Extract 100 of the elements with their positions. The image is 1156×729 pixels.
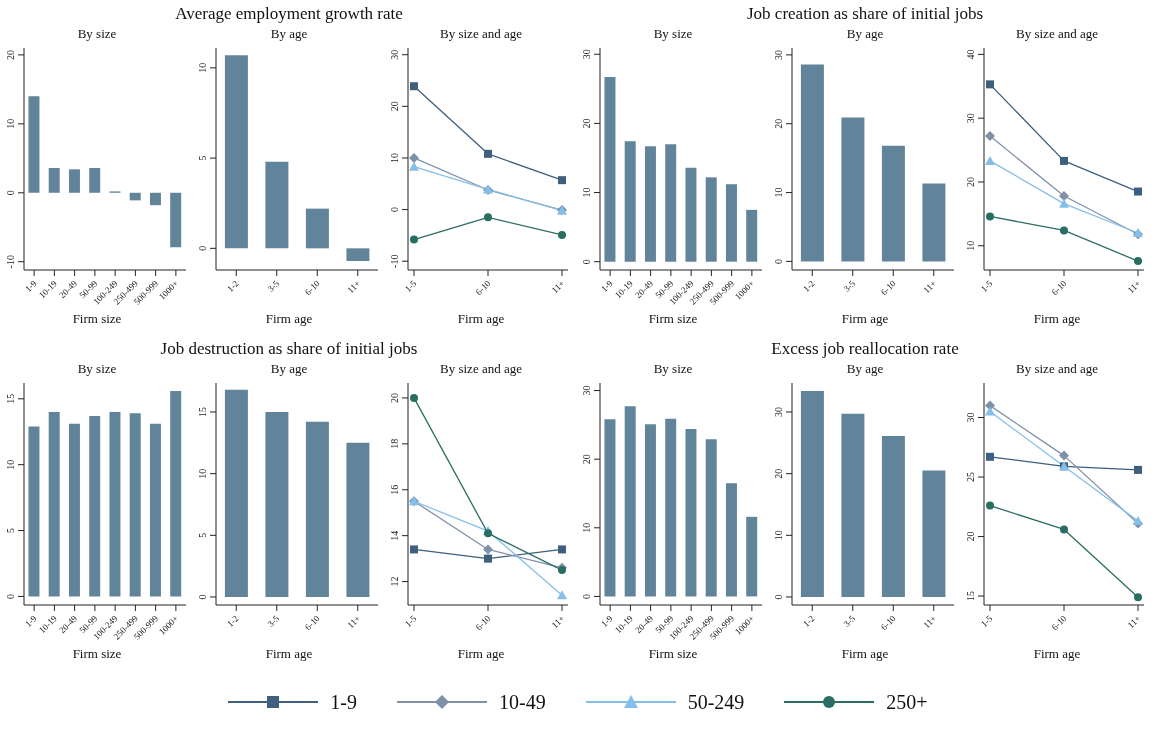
x-tick-label: 11+ [345,278,363,296]
bar [109,411,121,597]
bar [89,415,101,597]
x-tick-label: 6-10 [1049,612,1069,633]
x-tick-label: 11+ [549,613,567,631]
x-tick-label: 6-10 [302,612,323,633]
x-tick-label: 1-5 [402,277,419,294]
x-tick-label: 6-10 [1049,277,1069,298]
x-tick-label: 3-5 [265,277,282,294]
x-tick-label: 6-10 [473,612,493,633]
bar [170,192,182,248]
x-axis-title: Firm size [647,646,699,662]
y-tick-label: 15 [965,591,976,602]
bar [624,406,636,597]
chart-subtitle: By age [845,26,885,42]
y-tick-label: 0 [197,594,208,600]
point [558,230,566,239]
x-tick-label: 3-5 [265,612,282,629]
y-tick-label: 20 [773,118,784,129]
bar [346,248,370,261]
point [1134,465,1142,474]
x-axis-title: Firm size [71,311,123,327]
chart-subtitle: By age [269,361,309,377]
y-tick-label: 10 [581,522,592,533]
bar [305,208,329,249]
bar [265,411,289,597]
chart-subtitle: By size [76,361,118,377]
y-tick-label: 10 [773,530,784,541]
chart-title: Job creation as share of initial jobs [745,4,985,24]
legend-label: 10-49 [499,690,546,714]
bar [841,117,865,262]
y-tick-label: -10 [5,255,16,269]
x-tick-label: 11+ [921,613,939,631]
y-tick-label: 20 [965,531,976,542]
x-tick-label: 11+ [1125,613,1143,631]
x-axis-title: Firm size [647,311,699,327]
y-tick-label: 18 [389,438,400,449]
x-tick-label: 3-5 [841,277,858,294]
bar [922,470,946,597]
chart-subtitle: By size [652,26,694,42]
x-tick-label: 11+ [549,278,567,296]
y-tick-label: 20 [389,101,400,112]
bar [265,161,289,249]
bar [644,146,656,262]
point [1060,525,1068,534]
chart-subtitle: By size [652,361,694,377]
point [409,161,419,171]
y-tick-label: 5 [5,528,16,534]
y-tick-label: 30 [965,412,976,423]
bar [305,421,329,597]
y-tick-label: 14 [389,530,400,541]
y-tick-label: 30 [581,49,592,60]
chart-subtitle: By size and age [439,361,523,377]
point [410,82,418,91]
y-tick-label: -10 [389,254,400,268]
point [1134,593,1142,602]
x-tick-label: 6-10 [878,612,899,633]
point [986,501,994,510]
x-tick-label: 1-2 [225,278,241,294]
x-tick-label: 1-5 [978,277,995,294]
x-tick-label: 1-9 [22,612,39,629]
x-axis-title: Firm age [264,311,314,327]
x-axis-title: Firm age [456,646,506,662]
y-tick-label: 30 [773,49,784,60]
bar [800,64,824,262]
chart-subtitle: By age [269,26,309,42]
bar [346,442,370,597]
x-tick-label: 11+ [345,613,363,631]
point [985,131,995,142]
point [410,393,418,402]
bar [149,192,161,206]
bar [48,411,60,597]
bar [129,192,141,201]
point [484,149,492,158]
y-tick-label: 10 [389,152,400,163]
bar [644,424,656,597]
bar [604,77,616,262]
y-tick-label: 12 [389,576,400,587]
y-tick-label: 15 [5,393,16,404]
bar [685,167,697,262]
x-tick-label: 6-10 [302,277,323,298]
point [1059,198,1069,208]
point [986,80,994,89]
y-tick-label: 20 [773,468,784,479]
bar [129,413,141,597]
y-tick-label: 10 [5,118,16,129]
bar [89,167,101,193]
y-tick-label: 5 [197,155,208,161]
bar [48,167,60,193]
point [409,152,419,163]
chart-subtitle: By size and age [439,26,523,42]
bar [725,184,737,262]
y-tick-label: 10 [5,459,16,470]
bar [224,55,248,249]
bar [170,390,182,597]
y-tick-label: 0 [5,190,16,196]
chart-subtitle: By age [845,361,885,377]
bar [665,418,677,597]
bar [800,391,824,597]
y-tick-label: 0 [5,593,16,599]
